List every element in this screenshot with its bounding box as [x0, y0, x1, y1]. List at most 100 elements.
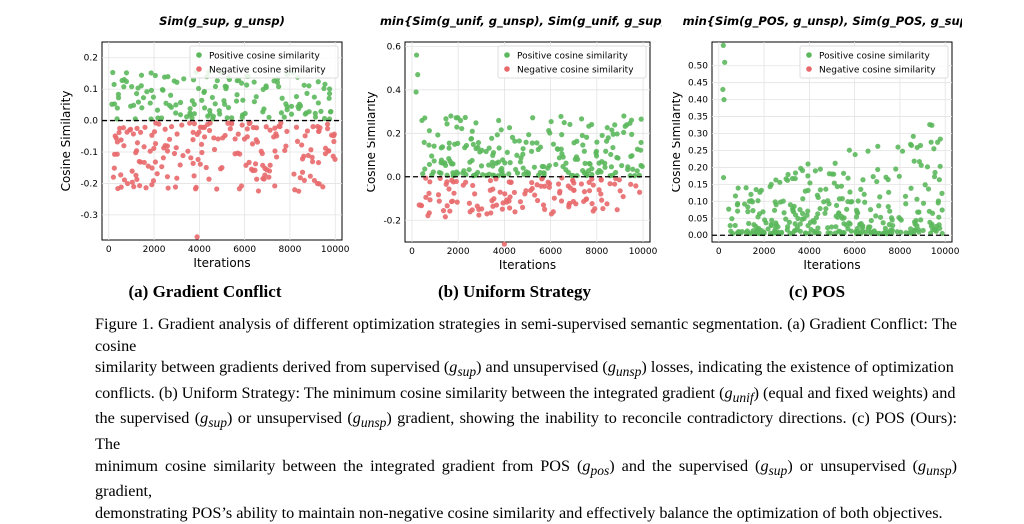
- positive-point: [159, 115, 165, 121]
- positive-point: [171, 78, 177, 84]
- negative-point: [243, 162, 249, 168]
- negative-point: [291, 171, 297, 177]
- negative-point: [114, 139, 120, 145]
- negative-point: [190, 129, 196, 135]
- positive-point: [244, 82, 250, 88]
- negative-point: [129, 168, 135, 174]
- negative-point: [448, 198, 455, 205]
- positive-point: [792, 170, 799, 176]
- positive-point: [771, 228, 777, 234]
- negative-point: [214, 186, 220, 192]
- positive-point: [920, 200, 927, 206]
- positive-point: [129, 84, 135, 90]
- positive-point: [638, 116, 644, 122]
- positive-point: [807, 180, 813, 186]
- negative-point: [488, 210, 494, 216]
- positive-point: [462, 145, 468, 151]
- positive-point: [199, 97, 205, 103]
- positive-point: [831, 171, 837, 177]
- positive-point: [920, 227, 926, 234]
- positive-point: [890, 222, 896, 229]
- positive-point: [638, 139, 644, 146]
- positive-point: [148, 70, 154, 76]
- negative-point: [143, 185, 149, 191]
- positive-point: [501, 173, 507, 179]
- negative-point: [538, 183, 544, 189]
- negative-point: [566, 200, 573, 206]
- x-axis-label: Iterations: [803, 258, 860, 272]
- positive-point: [815, 225, 821, 231]
- positive-point: [546, 162, 552, 169]
- positive-point: [528, 148, 535, 154]
- x-tick-label: 8000: [585, 247, 608, 257]
- y-tick-label: 0.05: [688, 214, 708, 224]
- positive-point: [874, 178, 880, 185]
- positive-point: [877, 194, 883, 200]
- positive-point: [937, 163, 943, 169]
- positive-point: [539, 163, 545, 170]
- negative-point: [297, 175, 303, 181]
- panel-a-label: (a) Gradient Conflict: [128, 282, 282, 301]
- positive-point: [823, 206, 829, 212]
- positive-point: [506, 171, 512, 177]
- positive-point: [825, 225, 831, 231]
- positive-point: [520, 165, 526, 171]
- positive-point: [789, 175, 796, 182]
- y-tick-label: 0.00: [688, 231, 708, 241]
- negative-point: [147, 148, 153, 154]
- positive-point: [579, 132, 585, 139]
- positive-point: [845, 198, 851, 205]
- positive-point: [311, 94, 317, 100]
- positive-point: [413, 52, 420, 58]
- y-tick-label: 0.10: [688, 197, 708, 207]
- positive-point: [224, 115, 230, 121]
- positive-point: [932, 169, 938, 176]
- negative-point: [296, 188, 302, 194]
- positive-point: [431, 143, 437, 149]
- positive-point: [743, 185, 749, 191]
- positive-point: [296, 105, 302, 112]
- positive-point: [897, 216, 903, 222]
- positive-point: [470, 141, 476, 147]
- caption-line-2: similarity between gradients derived fro…: [95, 358, 954, 380]
- negative-point: [636, 189, 643, 195]
- negative-point: [206, 127, 213, 134]
- legend: Positive cosine similarity Negative cosin…: [799, 45, 949, 79]
- negative-point: [559, 175, 565, 181]
- positive-point: [825, 230, 831, 236]
- positive-point: [115, 91, 122, 97]
- positive-point: [794, 227, 801, 233]
- positive-point: [225, 104, 232, 111]
- panel-b-label: (b) Uniform Strategy: [438, 282, 591, 301]
- positive-point: [821, 199, 827, 205]
- negative-point: [173, 145, 179, 151]
- positive-point: [795, 215, 801, 222]
- positive-point: [773, 220, 779, 226]
- positive-point: [628, 117, 635, 123]
- positive-point: [902, 193, 909, 199]
- negative-point: [555, 181, 562, 187]
- positive-point: [139, 105, 145, 111]
- positive-point: [926, 208, 932, 214]
- positive-point: [209, 94, 215, 101]
- positive-point: [233, 98, 240, 104]
- positive-point: [429, 153, 435, 159]
- positive-point: [216, 108, 222, 114]
- positive-point: [720, 42, 726, 48]
- negative-point: [159, 164, 165, 170]
- negative-point: [440, 208, 447, 214]
- positive-point: [589, 166, 595, 172]
- positive-point: [727, 222, 733, 229]
- negative-point: [259, 150, 265, 157]
- negative-point: [250, 167, 256, 174]
- negative-point: [197, 161, 203, 167]
- negative-point: [185, 148, 191, 154]
- y-tick-label: 0.0: [387, 173, 402, 183]
- positive-point: [587, 161, 593, 167]
- positive-point: [223, 84, 229, 90]
- negative-point: [309, 154, 315, 160]
- positive-point: [438, 170, 444, 176]
- negative-point: [229, 121, 235, 127]
- negative-point: [114, 151, 120, 157]
- positive-point: [847, 189, 853, 195]
